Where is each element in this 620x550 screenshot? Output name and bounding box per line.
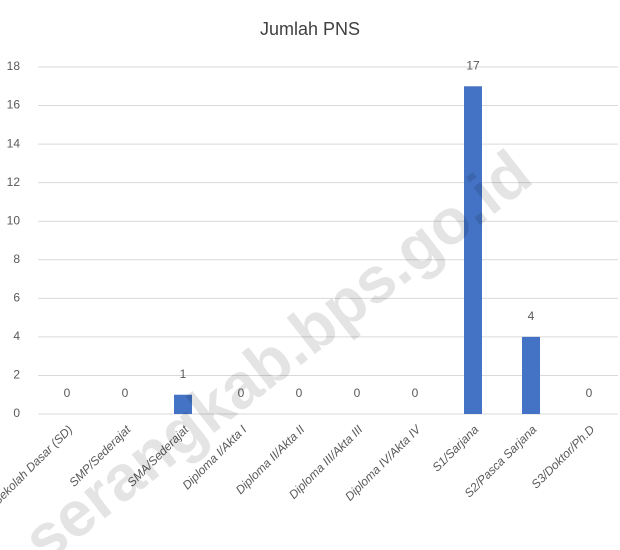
y-tick-label: 2 — [13, 368, 20, 382]
data-label: 0 — [238, 386, 245, 400]
bar — [522, 336, 540, 414]
data-label: 1 — [180, 367, 187, 381]
y-tick-label: 10 — [7, 213, 21, 227]
y-tick-label: 8 — [13, 252, 20, 266]
data-label: 0 — [586, 386, 593, 400]
y-tick-label: 14 — [7, 136, 21, 150]
y-tick-label: 16 — [7, 98, 21, 112]
y-tick-label: 12 — [7, 175, 21, 189]
data-label: 0 — [412, 386, 419, 400]
data-label: 0 — [354, 386, 361, 400]
y-tick-label: 6 — [13, 291, 20, 305]
data-label: 17 — [466, 58, 480, 72]
data-label: 0 — [64, 386, 71, 400]
bar — [464, 86, 482, 415]
y-tick-label: 18 — [7, 59, 21, 73]
chart-title: Jumlah PNS — [260, 19, 360, 39]
x-tick-label: S1/Sarjana — [429, 422, 481, 474]
data-label: 0 — [296, 386, 303, 400]
data-label: 0 — [122, 386, 129, 400]
data-label: 4 — [528, 309, 535, 323]
y-tick-label: 4 — [13, 329, 20, 343]
bar — [174, 394, 192, 414]
y-tick-label: 0 — [13, 406, 20, 420]
